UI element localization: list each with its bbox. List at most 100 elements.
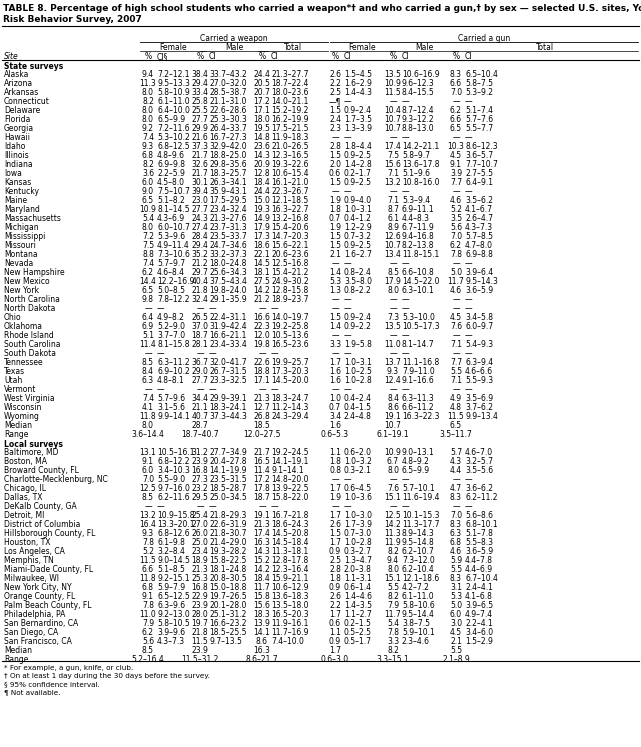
Text: —: —	[465, 296, 472, 305]
Text: TABLE 8. Percentage of high school students who carried a weapon*† and who carri: TABLE 8. Percentage of high school stude…	[3, 4, 641, 13]
Text: 18.0: 18.0	[254, 116, 271, 125]
Text: 20.4–27.8: 20.4–27.8	[209, 457, 247, 466]
Text: —: —	[465, 97, 472, 107]
Text: 0.4–1.5: 0.4–1.5	[344, 403, 372, 412]
Text: Hawaii: Hawaii	[4, 134, 30, 143]
Text: 8.0: 8.0	[142, 88, 154, 97]
Text: 6.8: 6.8	[450, 539, 462, 548]
Text: New York City, NY: New York City, NY	[4, 583, 72, 592]
Text: 12.7: 12.7	[254, 403, 271, 412]
Text: —: —	[402, 350, 410, 359]
Text: 6.3–9.6: 6.3–9.6	[157, 601, 185, 610]
Text: 18.7–22.4: 18.7–22.4	[271, 79, 308, 88]
Text: 1.0: 1.0	[329, 394, 341, 403]
Text: —: —	[465, 259, 472, 268]
Text: 17.2: 17.2	[254, 97, 271, 107]
Text: 0.4–2.4: 0.4–2.4	[344, 394, 372, 403]
Text: 14.2: 14.2	[254, 565, 271, 574]
Text: 9.9–14.1: 9.9–14.1	[157, 412, 190, 421]
Text: —: —	[389, 187, 397, 196]
Text: 0.3–2.1: 0.3–2.1	[344, 466, 372, 475]
Text: 5.1–7.8: 5.1–7.8	[465, 530, 493, 539]
Text: 16.7–27.3: 16.7–27.3	[209, 134, 247, 143]
Text: —: —	[402, 503, 410, 512]
Text: 23.5–31.5: 23.5–31.5	[209, 475, 247, 485]
Text: 26.8: 26.8	[254, 412, 271, 421]
Text: 18.9–23.7: 18.9–23.7	[271, 296, 308, 305]
Text: 2.8: 2.8	[329, 565, 341, 574]
Text: 10.5–13.6: 10.5–13.6	[271, 332, 308, 341]
Text: —: —	[271, 385, 279, 394]
Text: 5.8–10.5: 5.8–10.5	[157, 619, 190, 628]
Text: 1.0–3.0: 1.0–3.0	[344, 512, 372, 521]
Text: 5.5: 5.5	[450, 565, 462, 574]
Text: 5.3–10.0: 5.3–10.0	[402, 314, 435, 323]
Text: 0.3–2.7: 0.3–2.7	[344, 548, 372, 557]
Text: 8.1–15.8: 8.1–15.8	[157, 341, 190, 350]
Text: 10.7: 10.7	[385, 125, 401, 134]
Text: 2.6: 2.6	[329, 70, 341, 79]
Text: 2.1: 2.1	[450, 637, 462, 646]
Text: 1.5–2.9: 1.5–2.9	[465, 637, 493, 646]
Text: 7.8: 7.8	[450, 250, 462, 259]
Text: 11.9–16.1: 11.9–16.1	[271, 619, 308, 628]
Text: —: —	[271, 305, 279, 314]
Text: 6.5: 6.5	[450, 125, 462, 134]
Text: 28.1: 28.1	[192, 341, 208, 350]
Text: 4.6–7.0: 4.6–7.0	[465, 448, 493, 457]
Text: 4.6–8.4: 4.6–8.4	[157, 268, 185, 277]
Text: 14.1: 14.1	[254, 628, 271, 637]
Text: 3.6–5.9: 3.6–5.9	[465, 286, 493, 296]
Text: 11.3: 11.3	[385, 530, 401, 539]
Text: 20.1–28.0: 20.1–28.0	[209, 601, 246, 610]
Text: 23.7–31.3: 23.7–31.3	[209, 223, 247, 232]
Text: 8.7–12.4: 8.7–12.4	[402, 107, 435, 116]
Text: 5.5–8.3: 5.5–8.3	[465, 539, 493, 548]
Text: 22.3–26.7: 22.3–26.7	[271, 187, 308, 196]
Text: 8.5: 8.5	[142, 494, 154, 503]
Text: Rhode Island: Rhode Island	[4, 332, 54, 341]
Text: 21.7: 21.7	[192, 170, 208, 179]
Text: 21.2: 21.2	[254, 296, 271, 305]
Text: 5.7–7.6: 5.7–7.6	[465, 116, 493, 125]
Text: 7.0: 7.0	[450, 512, 462, 521]
Text: —: —	[465, 350, 472, 359]
Text: 4.8–8.1: 4.8–8.1	[157, 376, 185, 385]
Text: —: —	[196, 503, 204, 512]
Text: 9.1: 9.1	[142, 592, 154, 601]
Text: 1.6–2.9: 1.6–2.9	[344, 79, 372, 88]
Text: 9.6–12.3: 9.6–12.3	[402, 79, 435, 88]
Text: 7.9: 7.9	[142, 619, 154, 628]
Text: 29.4: 29.4	[192, 241, 208, 250]
Text: 15.4–20.6: 15.4–20.6	[271, 223, 308, 232]
Text: 1.7: 1.7	[329, 359, 341, 368]
Text: 6.5: 6.5	[450, 421, 462, 430]
Text: 25.6–34.3: 25.6–34.3	[209, 268, 247, 277]
Text: 11.7: 11.7	[385, 610, 401, 619]
Text: 10.6–16.9: 10.6–16.9	[402, 70, 440, 79]
Text: Connecticut: Connecticut	[4, 97, 50, 107]
Text: 6.9–9.8: 6.9–9.8	[157, 161, 185, 170]
Text: 6.0–10.7: 6.0–10.7	[157, 223, 190, 232]
Text: 2.7–5.5: 2.7–5.5	[465, 170, 493, 179]
Text: 16.3: 16.3	[254, 539, 271, 548]
Text: 5.4: 5.4	[142, 214, 154, 223]
Text: Total: Total	[284, 43, 302, 52]
Text: —: —	[402, 187, 410, 196]
Text: 5.5–9.0: 5.5–9.0	[157, 475, 185, 485]
Text: Chicago, IL: Chicago, IL	[4, 485, 46, 494]
Text: 5.5–9.3: 5.5–9.3	[465, 376, 493, 385]
Text: —: —	[331, 187, 339, 196]
Text: 18.4: 18.4	[254, 574, 271, 583]
Text: § 95% confidence interval.: § 95% confidence interval.	[4, 681, 100, 687]
Text: 13.6–18.3: 13.6–18.3	[271, 592, 308, 601]
Text: 16.8: 16.8	[192, 583, 208, 592]
Text: 8.5: 8.5	[142, 359, 154, 368]
Text: CI: CI	[209, 52, 217, 61]
Text: 9.3: 9.3	[387, 368, 399, 376]
Text: —: —	[258, 503, 266, 512]
Text: Palm Beach County, FL: Palm Beach County, FL	[4, 601, 92, 610]
Text: 0.4–1.2: 0.4–1.2	[344, 214, 372, 223]
Text: 11.3–17.7: 11.3–17.7	[402, 521, 440, 530]
Text: 11.3–18.1: 11.3–18.1	[271, 548, 308, 557]
